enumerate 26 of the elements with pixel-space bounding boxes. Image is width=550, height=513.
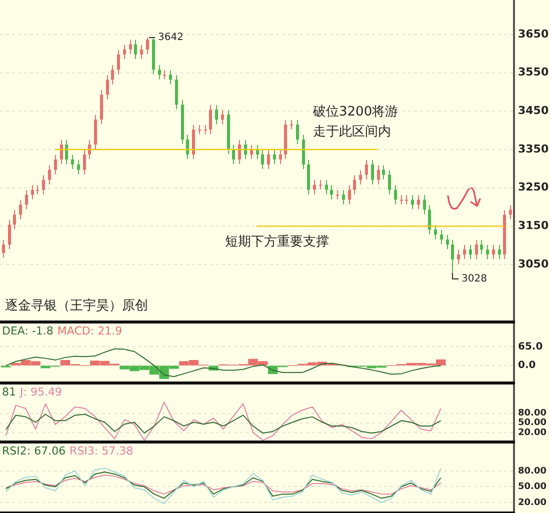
annotation: 3028 xyxy=(461,274,487,285)
y-tick-label: 3550 xyxy=(518,66,549,79)
y-tick-label: 50.00 xyxy=(518,482,546,492)
ref-line-label: 破位3200将游走于此区间内 xyxy=(312,104,398,140)
y-tick-label: 65.0 xyxy=(518,341,543,352)
y-tick-label: 80.00 xyxy=(518,408,546,419)
y-tick-label: 3050 xyxy=(518,257,549,270)
text: MACD: 21.9 xyxy=(57,324,122,338)
y-tick-label: 20.00 xyxy=(518,498,546,508)
y-tick-label: 3650 xyxy=(518,27,549,40)
series-label: 81 xyxy=(2,385,16,398)
text: DEA: -1.8 xyxy=(2,324,54,338)
series-label: RSI2: 67.06 xyxy=(2,444,66,458)
annotation: 逐金寻银（王宇昊）原创 xyxy=(5,297,148,314)
y-tick-label: 3350 xyxy=(518,142,549,156)
y-tick-label: 3150 xyxy=(518,219,549,232)
y-tick-label: 0.0 xyxy=(518,360,536,372)
y-tick-label: 3450 xyxy=(518,104,549,118)
ref-line-label: 短期下方重要支撑 xyxy=(225,233,329,250)
y-tick-label: 20.00 xyxy=(518,428,546,438)
series-label: J: 95.49 xyxy=(18,385,62,398)
annotation: 3642 xyxy=(158,32,184,44)
y-tick-label: 50.00 xyxy=(518,418,546,428)
series-label: RSI3: 57.38 xyxy=(70,444,134,458)
y-tick-label: 80.00 xyxy=(518,466,546,476)
y-tick-label: 3250 xyxy=(518,180,549,194)
